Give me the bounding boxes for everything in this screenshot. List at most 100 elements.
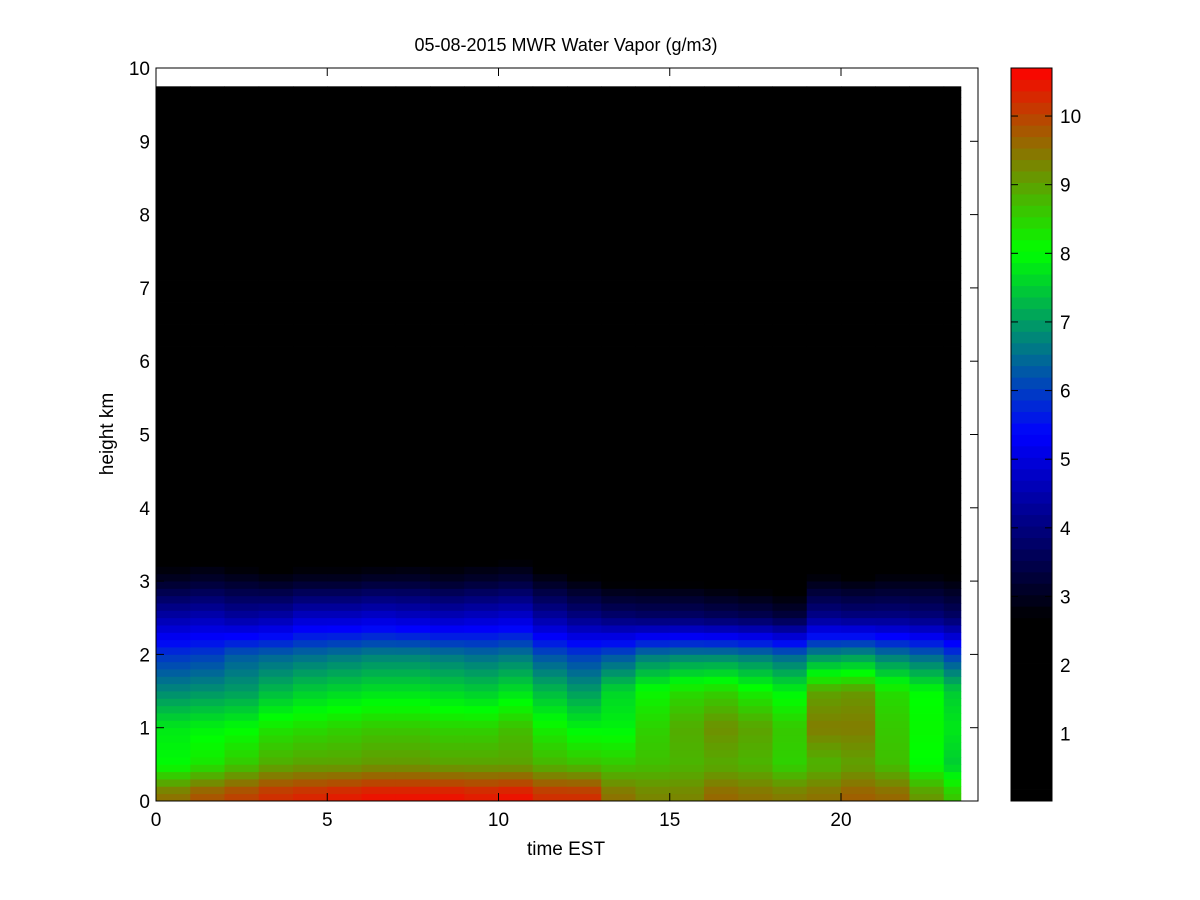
heatmap-cell (909, 449, 945, 457)
heatmap-cell (293, 735, 328, 743)
heatmap-cell (293, 405, 328, 413)
heatmap-cell (258, 669, 294, 677)
heatmap-cell (224, 713, 260, 721)
heatmap-cell (327, 295, 362, 303)
heatmap-cell (772, 383, 808, 391)
heatmap-cell (464, 764, 499, 773)
heatmap-cell (464, 588, 499, 597)
colorbar-tick-label: 8 (1060, 244, 1071, 265)
heatmap-cell (909, 581, 945, 589)
heatmap-cell (430, 683, 465, 692)
heatmap-cell (772, 639, 808, 648)
heatmap-cell (909, 280, 945, 289)
heatmap-cell (498, 163, 534, 172)
heatmap-cell (430, 177, 465, 186)
heatmap-cell (430, 507, 465, 516)
heatmap-cell (327, 507, 362, 516)
heatmap-cell (943, 639, 962, 648)
colorbar-strip (1011, 274, 1052, 287)
heatmap-cell (498, 691, 534, 699)
heatmap-cell (498, 742, 534, 751)
heatmap-cell (464, 676, 499, 685)
heatmap-cell (704, 141, 739, 150)
heatmap-cell (327, 566, 362, 575)
heatmap-cell (567, 273, 602, 281)
heatmap-cell (395, 463, 431, 472)
heatmap-cell (498, 148, 534, 157)
heatmap-cell (875, 647, 910, 655)
heatmap-cell (293, 691, 328, 699)
heatmap-cell (190, 111, 225, 120)
heatmap-cell (361, 617, 397, 626)
heatmap-cell (909, 309, 945, 318)
heatmap-cell (190, 339, 225, 347)
heatmap-cell (293, 529, 328, 538)
heatmap-cell (841, 309, 876, 318)
heatmap-cell (224, 698, 260, 707)
heatmap-cell (875, 779, 910, 787)
heatmap-cell (258, 654, 294, 663)
heatmap-cell (327, 529, 362, 538)
heatmap-cell (635, 309, 671, 318)
heatmap-cell (909, 471, 945, 479)
heatmap-cell (875, 236, 910, 245)
heatmap-cell (430, 214, 465, 223)
heatmap-cell (532, 515, 568, 523)
heatmap-cell (361, 163, 397, 172)
colorbar-strip (1011, 789, 1052, 802)
heatmap-cell (327, 111, 362, 120)
heatmap-cell (841, 786, 876, 795)
heatmap-cell (669, 529, 705, 538)
colorbar-strip (1011, 113, 1052, 126)
heatmap-cell (875, 654, 910, 663)
heatmap-cell (806, 346, 842, 355)
heatmap-cell (258, 383, 294, 391)
heatmap-cell (532, 434, 568, 443)
heatmap-cell (361, 683, 397, 692)
heatmap-cell (464, 177, 499, 186)
heatmap-cell (909, 566, 945, 575)
heatmap-cell (498, 500, 534, 509)
heatmap-cell (293, 419, 328, 428)
heatmap-cell (635, 199, 671, 208)
heatmap-cell (875, 163, 910, 172)
heatmap-cell (464, 713, 499, 721)
heatmap-cell (258, 537, 294, 545)
heatmap-cell (498, 86, 534, 91)
heatmap-cell (293, 559, 328, 567)
heatmap-cell (806, 507, 842, 516)
heatmap-cell (704, 757, 739, 765)
heatmap-cell (156, 617, 191, 626)
heatmap-cell (224, 478, 260, 487)
heatmap-cell (841, 221, 876, 230)
heatmap-cell (361, 280, 397, 289)
heatmap-cell (498, 104, 534, 113)
heatmap-cell (224, 647, 260, 655)
heatmap-cell (532, 757, 568, 765)
heatmap-cell (669, 463, 705, 472)
heatmap-cell (875, 449, 910, 457)
heatmap-cell (532, 786, 568, 795)
heatmap-cell (293, 566, 328, 575)
heatmap-cell (567, 353, 602, 362)
heatmap-cell (875, 104, 910, 113)
heatmap-cell (464, 251, 499, 259)
heatmap-cell (156, 441, 191, 450)
heatmap-cell (190, 390, 225, 399)
heatmap-cell (601, 405, 636, 413)
heatmap-cell (909, 551, 945, 560)
heatmap-cell (190, 427, 225, 435)
heatmap-cell (772, 727, 808, 736)
heatmap-cell (635, 757, 671, 765)
heatmap-cell (361, 471, 397, 479)
heatmap-cell (498, 456, 534, 465)
heatmap-cell (430, 126, 465, 135)
heatmap-cell (156, 551, 191, 560)
heatmap-cell (395, 705, 431, 714)
heatmap-cell (224, 397, 260, 406)
heatmap-cell (909, 243, 945, 252)
heatmap-cell (806, 705, 842, 714)
colorbar-strip (1011, 594, 1052, 607)
heatmap-cell (669, 214, 705, 223)
heatmap-cell (875, 119, 910, 128)
